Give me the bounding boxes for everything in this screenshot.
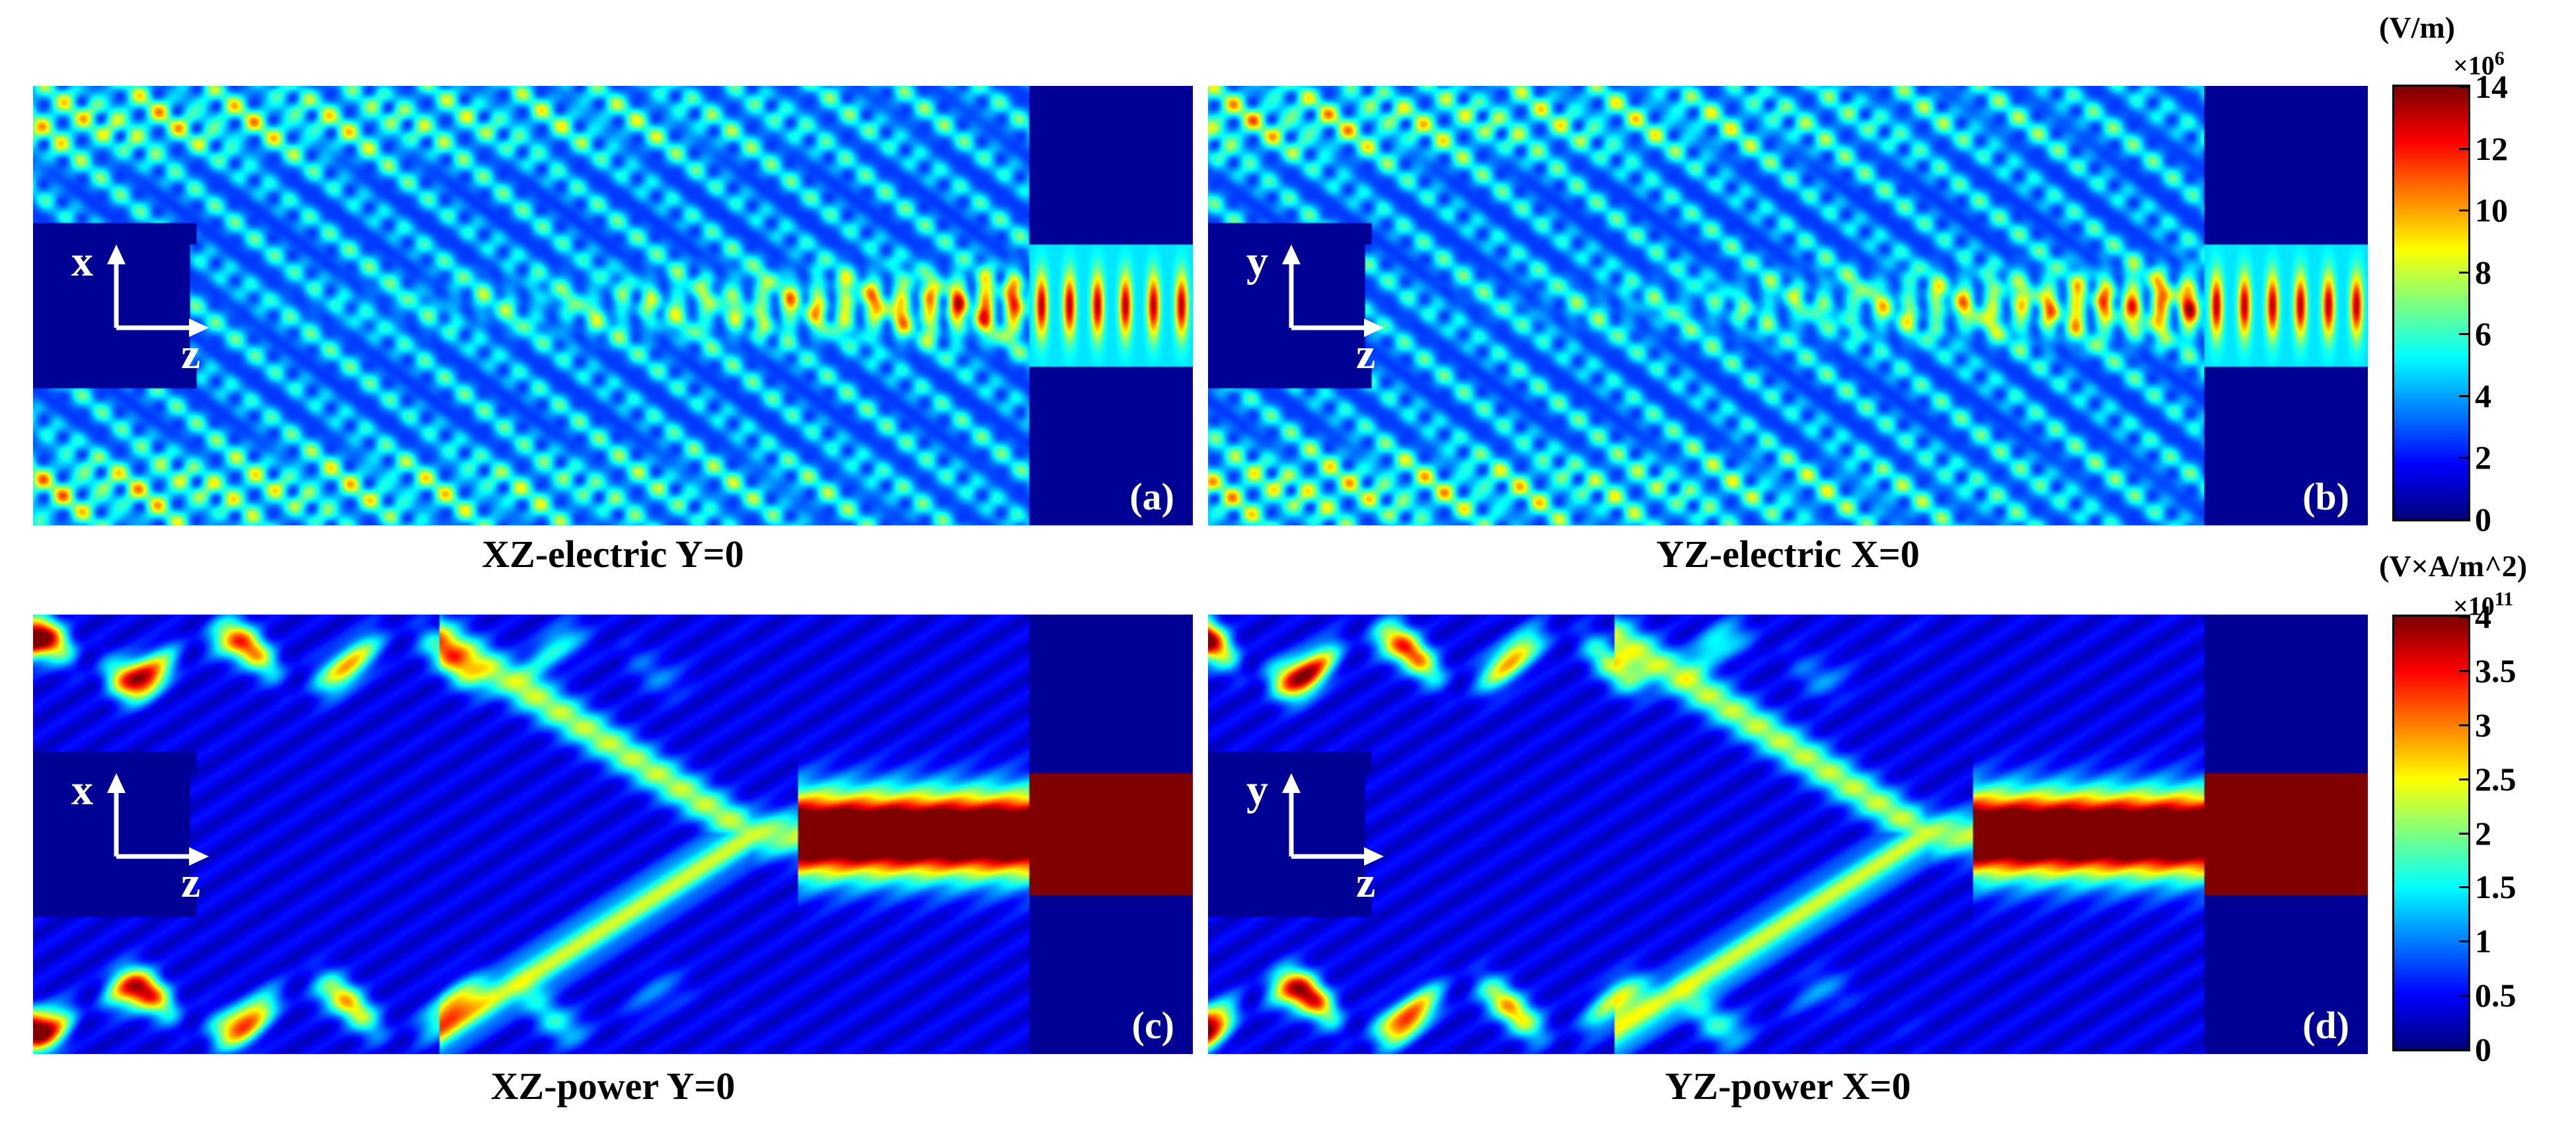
colorbar-tick-label: 0.5 bbox=[2475, 977, 2517, 1014]
colorbar-tick-mark bbox=[2459, 519, 2468, 521]
colorbar-tick-mark bbox=[2459, 271, 2468, 274]
colorbar-tick-mark bbox=[2459, 886, 2468, 889]
colorbar-power bbox=[2392, 615, 2470, 1051]
colorbar-tick-label: 4 bbox=[2475, 377, 2491, 414]
colorbar-tick-mark bbox=[2459, 832, 2468, 835]
colorbar-tick-label: 4 bbox=[2475, 598, 2491, 635]
axis-indicator-a: x z bbox=[62, 237, 234, 395]
panel-letter: (d) bbox=[2302, 1004, 2349, 1047]
colorbar-tick-label: 2.5 bbox=[2475, 760, 2517, 798]
colorbar-tick-label: 1.5 bbox=[2475, 868, 2517, 906]
heatmap-canvas-a bbox=[33, 86, 1193, 525]
axis-arrows-icon bbox=[1282, 773, 1384, 866]
colorbar-tick-label: 6 bbox=[2475, 315, 2491, 353]
colorbar-tick-mark bbox=[2459, 86, 2468, 88]
panel-caption-a: XZ-electric Y=0 bbox=[482, 533, 744, 576]
colorbar-tick-mark bbox=[2459, 395, 2468, 397]
colorbar-tick-mark bbox=[2459, 669, 2468, 672]
colorbar-tick-mark bbox=[2459, 778, 2468, 780]
colorbar-tick-mark bbox=[2459, 209, 2468, 212]
axis-label-horizontal: z bbox=[1356, 330, 1376, 378]
heatmap-panel-c: x z (c) bbox=[33, 615, 1193, 1054]
heatmap-panel-d: y z (d) bbox=[1208, 615, 2368, 1054]
axis-indicator-d: y z bbox=[1237, 765, 1409, 924]
colorbar-multiplier-electric: ×106 bbox=[2453, 48, 2505, 81]
colorbar-unit-power: (V×A/m^2) bbox=[2379, 549, 2528, 583]
axis-indicator-c: x z bbox=[62, 765, 234, 924]
colorbar-gradient bbox=[2394, 87, 2468, 519]
colorbar-tick-mark bbox=[2459, 147, 2468, 150]
heatmap-panel-b: y z (b) bbox=[1208, 86, 2368, 525]
colorbar-tick-mark bbox=[2459, 724, 2468, 726]
axis-label-vertical: x bbox=[71, 766, 93, 814]
colorbar-tick-label: 2 bbox=[2475, 814, 2491, 852]
heatmap-canvas-b bbox=[1208, 86, 2368, 525]
colorbar-tick-mark bbox=[2459, 940, 2468, 943]
colorbar-tick-mark bbox=[2459, 1049, 2468, 1051]
axis-label-vertical: x bbox=[71, 237, 93, 285]
colorbar-tick-label: 1 bbox=[2475, 923, 2491, 960]
colorbar-tick-label: 2 bbox=[2475, 439, 2491, 476]
axis-label-horizontal: z bbox=[181, 858, 201, 907]
axis-arrows-icon bbox=[107, 245, 209, 337]
heatmap-panel-a: x z (a) bbox=[33, 86, 1193, 525]
colorbar-tick-label: 3 bbox=[2475, 706, 2491, 743]
colorbar-tick-mark bbox=[2459, 457, 2468, 459]
colorbar-unit-electric: (V/m) bbox=[2379, 11, 2455, 44]
colorbar-tick-label: 12 bbox=[2475, 130, 2508, 167]
panel-letter: (c) bbox=[1131, 1004, 1174, 1047]
panel-caption-d: YZ-power X=0 bbox=[1665, 1065, 1911, 1108]
colorbar-electric bbox=[2392, 85, 2470, 521]
axis-label-horizontal: z bbox=[1356, 858, 1376, 907]
axis-label-vertical: y bbox=[1246, 237, 1268, 285]
heatmap-canvas-c bbox=[33, 615, 1193, 1054]
colorbar-tick-label: 0 bbox=[2475, 501, 2491, 538]
colorbar-tick-mark bbox=[2459, 995, 2468, 997]
axis-arrows-icon bbox=[107, 773, 209, 866]
panel-caption-b: YZ-electric X=0 bbox=[1656, 533, 1920, 576]
axis-indicator-b: y z bbox=[1237, 237, 1409, 395]
axis-arrows-icon bbox=[1282, 245, 1384, 337]
panel-letter: (b) bbox=[2302, 475, 2349, 518]
colorbar-tick-label: 8 bbox=[2475, 253, 2491, 291]
colorbar-tick-label: 10 bbox=[2475, 192, 2508, 229]
axis-label-horizontal: z bbox=[181, 330, 201, 378]
panel-letter: (a) bbox=[1129, 475, 1174, 518]
heatmap-canvas-d bbox=[1208, 615, 2368, 1054]
colorbar-tick-label: 14 bbox=[2475, 68, 2508, 105]
colorbar-tick-label: 3.5 bbox=[2475, 652, 2517, 689]
colorbar-gradient bbox=[2394, 617, 2468, 1049]
panel-caption-c: XZ-power Y=0 bbox=[490, 1065, 736, 1108]
colorbar-tick-mark bbox=[2459, 616, 2468, 618]
axis-label-vertical: y bbox=[1246, 766, 1268, 814]
colorbar-tick-label: 0 bbox=[2475, 1031, 2491, 1068]
colorbar-tick-mark bbox=[2459, 333, 2468, 336]
